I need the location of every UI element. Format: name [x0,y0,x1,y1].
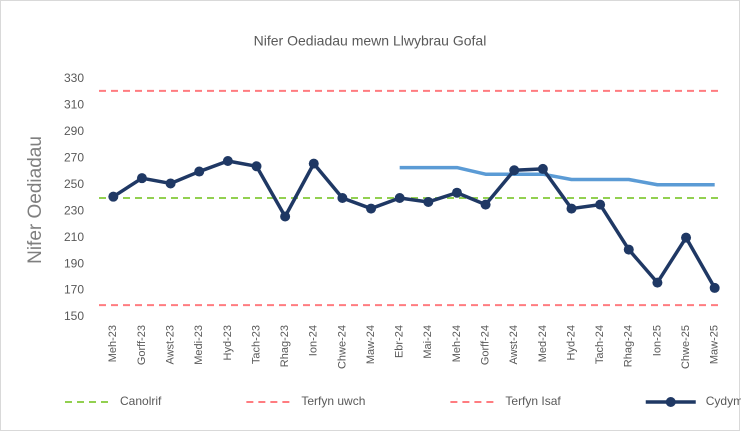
x-tick-label: Rhag-23 [279,325,291,367]
series-line [399,165,715,187]
data-point [509,165,520,176]
data-point [451,187,462,198]
data-point [652,277,663,288]
x-tick-label: Gorff-23 [136,325,148,365]
data-point [423,196,434,207]
y-tick-label: 310 [64,98,84,112]
x-tick-label: Tach-24 [594,325,606,364]
legend-label: Cydymffurfiaeth [706,394,741,408]
series-line [112,159,717,289]
y-tick-label: 150 [64,309,84,323]
data-point [480,199,491,210]
x-tick-label: Chwe-24 [336,325,348,369]
x-tick-label: Ion-25 [651,325,663,356]
x-tick-label: Tach-23 [250,325,262,364]
data-point [222,155,233,166]
x-tick-label: Gorff-24 [479,325,491,365]
x-tick-label: Meh-23 [107,325,119,362]
data-point [623,244,634,255]
y-tick-label: 190 [64,256,84,270]
y-tick-label: 330 [64,71,84,85]
data-point [681,232,692,243]
data-point [366,203,377,214]
y-tick-label: 290 [64,124,84,138]
data-point [280,211,291,222]
data-point [394,193,405,203]
data-point [595,199,606,210]
y-tick-label: 230 [64,203,84,217]
y-axis-title: Nifer Oediadau [25,136,46,264]
x-tick-label: Chwe-25 [680,325,692,369]
legend-label: Terfyn Isaf [505,394,561,408]
x-tick-label: Medi-23 [193,325,205,365]
x-tick-label: Awst-24 [508,325,520,365]
x-tick-label: Hyd-23 [222,325,234,360]
x-tick-label: Med-24 [537,325,549,362]
x-tick-label: Awst-23 [164,325,176,365]
chart-title: Nifer Oediadau mewn Llwybrau Gofal [254,33,487,49]
data-point [108,191,119,202]
x-tick-label: Mai-24 [422,325,434,359]
x-tick-label: Ebr-24 [394,325,406,358]
x-tick-label: Rhag-24 [623,325,635,367]
x-tick-label: Hyd-24 [565,325,577,360]
data-point [251,161,262,172]
y-tick-label: 250 [64,177,84,191]
y-tick-label: 170 [64,283,84,297]
data-point [566,203,577,214]
x-tick-label: Meh-24 [451,325,463,362]
data-point [136,173,147,184]
x-tick-label: Maw-24 [365,325,377,364]
y-tick-label: 210 [64,230,84,244]
data-point [709,282,720,293]
legend-label: Terfyn uwch [301,394,365,408]
x-tick-label: Maw-25 [709,325,721,364]
data-point [537,163,548,174]
data-point [194,166,205,177]
data-point [337,193,348,203]
legend-label: Canolrif [120,394,162,408]
data-point [308,158,319,169]
x-tick-label: Ion-24 [308,325,320,356]
data-point [165,178,176,189]
y-tick-label: 270 [64,151,84,165]
legend-marker [665,397,676,407]
